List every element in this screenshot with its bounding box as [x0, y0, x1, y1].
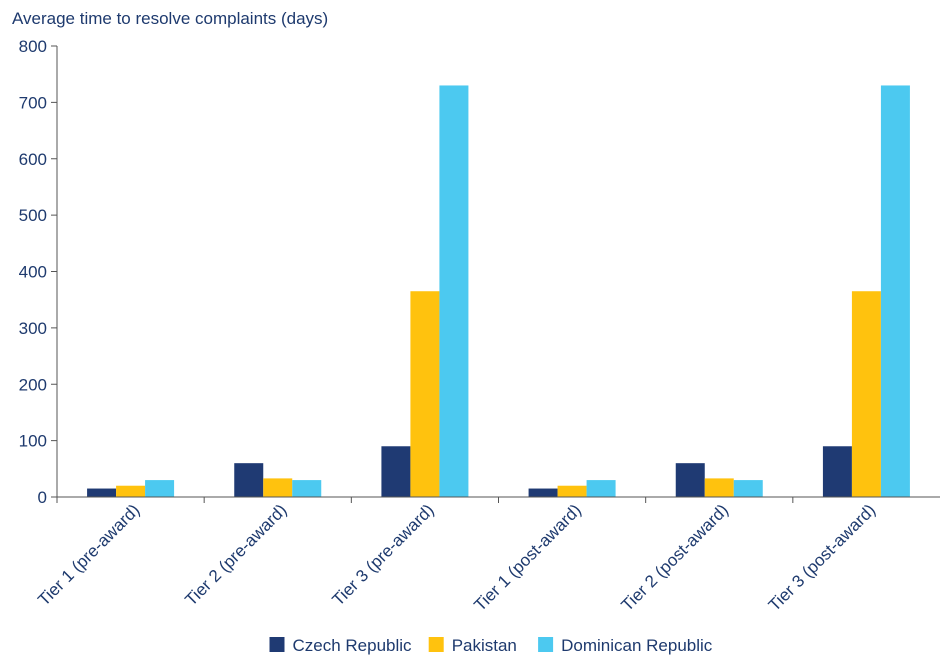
y-tick-label: 500	[19, 206, 47, 225]
y-tick-label: 600	[19, 150, 47, 169]
legend-swatch	[538, 637, 553, 652]
bar-dominican-republic	[734, 480, 763, 497]
chart-title: Average time to resolve complaints (days…	[12, 9, 328, 28]
x-tick-label: Tier 2 (post-award)	[618, 500, 733, 615]
y-tick-label: 0	[38, 488, 47, 507]
bars-group	[87, 85, 910, 497]
legend-item: Dominican Republic	[538, 636, 713, 655]
bar-pakistan	[558, 486, 587, 497]
bar-czech-republic	[823, 446, 852, 497]
y-tick-label: 200	[19, 375, 47, 394]
y-tick-label: 300	[19, 319, 47, 338]
bar-czech-republic	[676, 463, 705, 497]
legend-swatch	[270, 637, 285, 652]
x-tick-label: Tier 3 (post-award)	[765, 500, 880, 615]
legend-item: Pakistan	[429, 636, 517, 655]
bar-pakistan	[705, 478, 734, 497]
bar-czech-republic	[381, 446, 410, 497]
bar-dominican-republic	[587, 480, 616, 497]
bar-czech-republic	[87, 489, 116, 497]
legend-item: Czech Republic	[270, 636, 413, 655]
bar-dominican-republic	[881, 85, 910, 497]
legend-label: Czech Republic	[293, 636, 413, 655]
bar-pakistan	[852, 291, 881, 497]
y-tick-label: 100	[19, 432, 47, 451]
legend-label: Dominican Republic	[561, 636, 713, 655]
bar-pakistan	[116, 486, 145, 497]
x-tick-label: Tier 2 (pre-award)	[181, 500, 290, 609]
bar-dominican-republic	[145, 480, 174, 497]
x-tick-label: Tier 1 (post-award)	[470, 500, 585, 615]
bar-pakistan	[410, 291, 439, 497]
x-axis: Tier 1 (pre-award) Tier 2 (pre-award) Tier…	[34, 497, 940, 615]
bar-pakistan	[263, 478, 292, 497]
y-axis: 0 100 200 300 400 500 600 700 800	[19, 37, 57, 507]
y-tick-label: 700	[19, 93, 47, 112]
legend: Czech Republic Pakistan Dominican Republic	[270, 636, 713, 655]
legend-swatch	[429, 637, 444, 652]
bar-czech-republic	[529, 489, 558, 497]
bar-dominican-republic	[439, 85, 468, 497]
legend-label: Pakistan	[452, 636, 517, 655]
bar-czech-republic	[234, 463, 263, 497]
bar-dominican-republic	[292, 480, 321, 497]
y-tick-label: 800	[19, 37, 47, 56]
x-tick-label: Tier 3 (pre-award)	[329, 500, 438, 609]
x-tick-label: Tier 1 (pre-award)	[34, 500, 143, 609]
y-tick-label: 400	[19, 263, 47, 282]
